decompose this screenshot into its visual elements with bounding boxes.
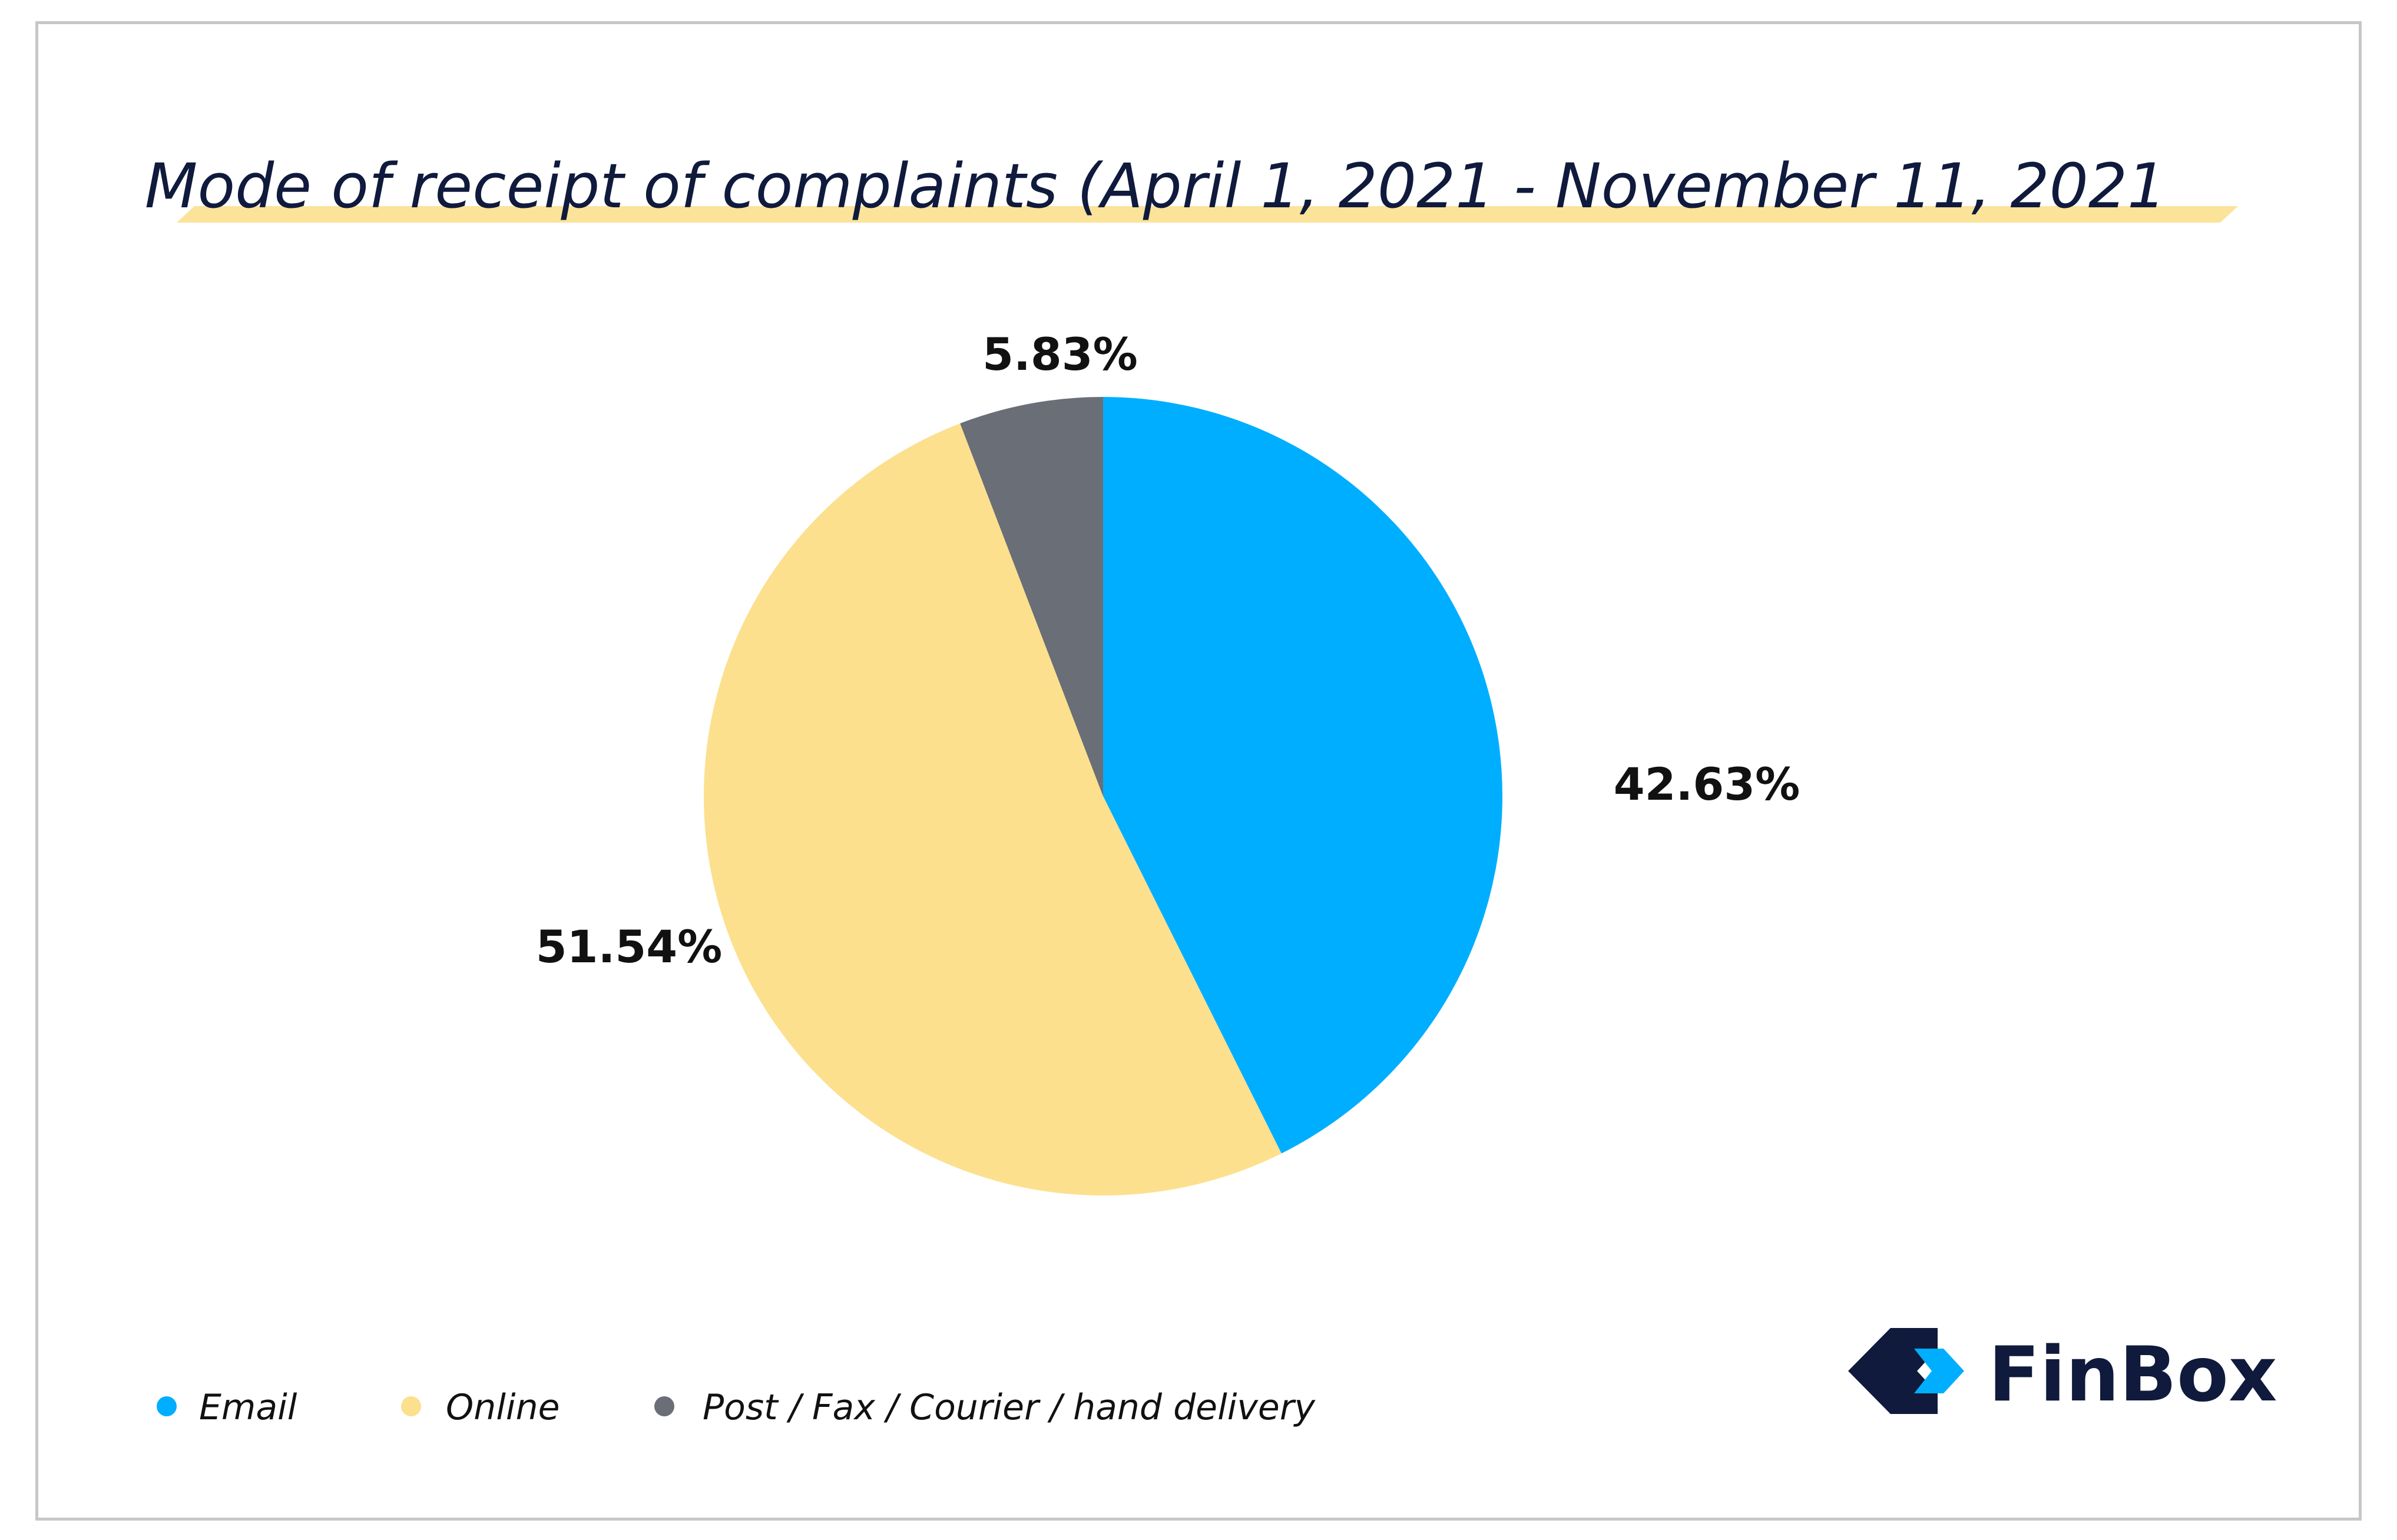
- legend-marker-post: [654, 1396, 674, 1416]
- chart-frame: [35, 21, 2362, 1521]
- pie-slice-post-fax-courier-hand-delivery: [960, 397, 1103, 796]
- legend-label-email: Email: [199, 1387, 297, 1428]
- finbox-wordmark: FinBox: [1988, 1331, 2277, 1419]
- legend: Email Online Post / Fax / Courier / hand…: [157, 1387, 1316, 1428]
- legend-marker-email: [157, 1396, 177, 1416]
- data-label-email: 42.63%: [1614, 758, 1800, 810]
- pie-slice-online: [703, 423, 1282, 1195]
- pie-slice-email: [1103, 397, 1502, 1154]
- pie-slices: [703, 397, 1502, 1195]
- legend-label-online: Online: [446, 1387, 560, 1428]
- finbox-logo: FinBox: [1848, 1328, 2277, 1419]
- legend-label-post: Post / Fax / Courier / hand delivery: [703, 1387, 1316, 1428]
- legend-marker-online: [401, 1396, 421, 1416]
- chart-title: Mode of receipt of complaints (April 1, …: [145, 150, 2166, 222]
- data-label-online: 51.54%: [536, 920, 723, 973]
- finbox-logo-icon: [1848, 1328, 1964, 1414]
- title-highlight: [177, 206, 2238, 223]
- data-label-post: 5.83%: [982, 328, 1138, 380]
